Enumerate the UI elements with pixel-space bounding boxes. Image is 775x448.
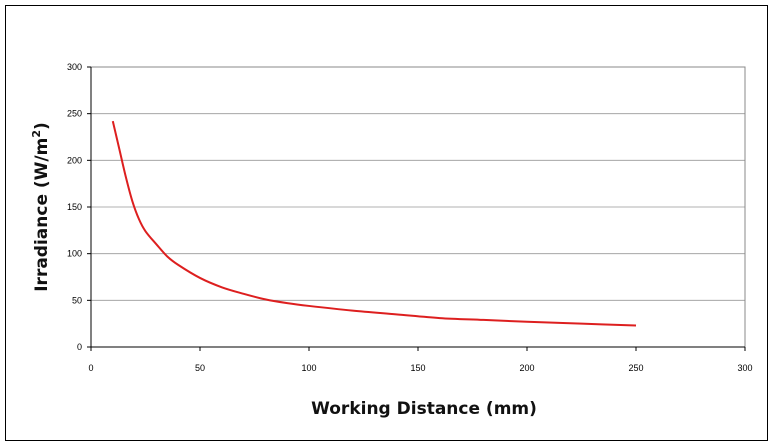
y-tick-label: 250: [67, 109, 82, 119]
chart-frame: [5, 5, 768, 441]
y-tick-label: 300: [67, 62, 82, 72]
y-tick-label: 50: [72, 295, 82, 305]
gridlines: [91, 113, 745, 301]
x-tick-label: 150: [410, 363, 425, 373]
axes: [87, 66, 746, 351]
y-tick-label: 200: [67, 155, 82, 165]
x-tick-label: 250: [628, 363, 643, 373]
x-tick-label: 50: [195, 363, 205, 373]
y-tick-label: 100: [67, 249, 82, 259]
x-tick-label: 100: [301, 363, 316, 373]
series-line-irradiance: [111, 120, 637, 327]
x-tick-label: 300: [737, 363, 752, 373]
y-axis-title: Irradiance (W/m2): [30, 122, 52, 292]
y-axis-title-suffix: ): [32, 122, 52, 130]
x-tick-label: 200: [519, 363, 534, 373]
y-axis-title-superscript: 2: [30, 130, 43, 138]
x-axis-title: Working Distance (mm): [311, 399, 537, 419]
y-tick-label: 0: [77, 342, 82, 352]
x-tick-label: 0: [88, 363, 93, 373]
y-tick-label: 150: [67, 202, 82, 212]
x-tick-labels: 0 50 100 150 200 250 300: [88, 363, 752, 373]
y-tick-labels: 0 50 100 150 200 250 300: [67, 62, 82, 352]
y-axis-title-main: Irradiance (W/m: [32, 138, 52, 292]
